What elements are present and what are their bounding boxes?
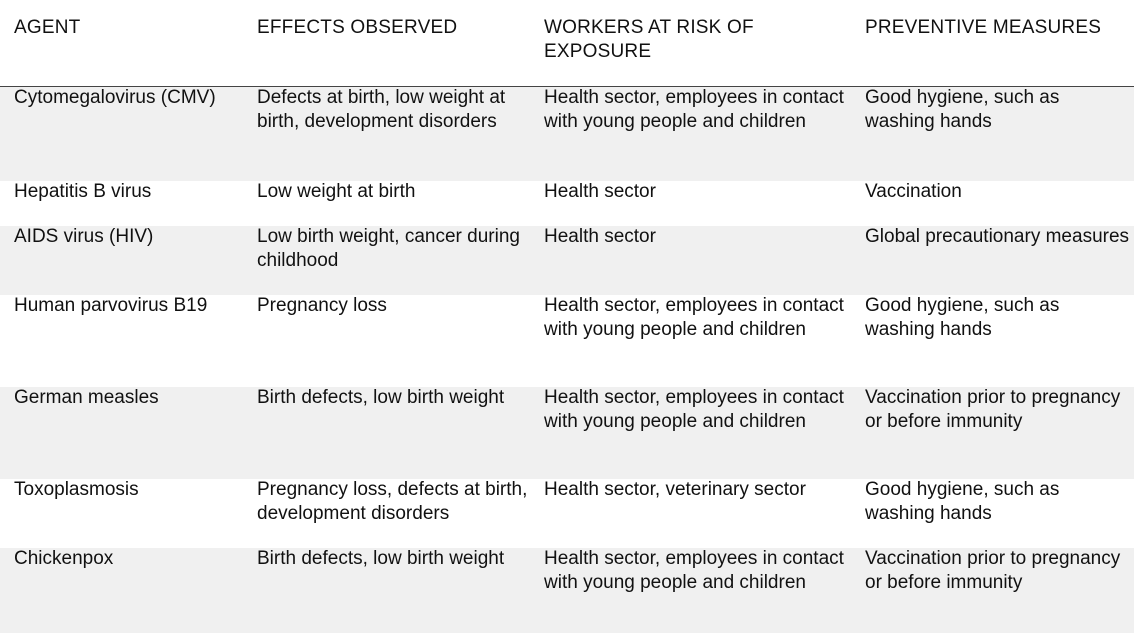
cell-agent: Chickenpox [14, 548, 114, 569]
cell-workers: Health sector, employees in contact with… [544, 87, 844, 132]
cell-workers: Health sector, employees in contact with… [544, 387, 844, 432]
cell-effects: Birth defects, low birth weight [257, 548, 505, 569]
cell-effects: Low weight at birth [257, 181, 416, 202]
cell-effects: Birth defects, low birth weight [257, 387, 505, 408]
table-header: AGENT EFFECTS OBSERVED WORKERS AT RISK O… [0, 0, 1134, 87]
cell-measures: Vaccination [865, 181, 962, 202]
cell-effects: Defects at birth, low weight at birth, d… [257, 87, 506, 132]
cell-workers: Health sector, veterinary sector [544, 479, 806, 500]
header-workers-at-risk: WORKERS AT RISK OF EXPOSURE [544, 17, 754, 62]
cell-effects: Low birth weight, cancer during childhoo… [257, 226, 520, 271]
cell-agent: AIDS virus (HIV) [14, 226, 154, 247]
table-row: Toxoplasmosis Pregnancy loss, defects at… [0, 479, 1134, 548]
table-row: Hepatitis B virus Low weight at birth He… [0, 181, 1134, 226]
header-preventive-measures: PREVENTIVE MEASURES [865, 17, 1102, 38]
cell-effects: Pregnancy loss [257, 295, 387, 316]
header-agent: AGENT [14, 17, 81, 38]
header-effects-observed: EFFECTS OBSERVED [257, 17, 458, 38]
cell-measures: Good hygiene, such as washing hands [865, 87, 1060, 132]
cell-agent: German measles [14, 387, 159, 408]
table-row: Chickenpox Birth defects, low birth weig… [0, 548, 1134, 633]
cell-measures: Good hygiene, such as washing hands [865, 295, 1060, 340]
table-row: German measles Birth defects, low birth … [0, 387, 1134, 479]
cell-agent: Human parvovirus B19 [14, 295, 208, 316]
cell-agent: Hepatitis B virus [14, 181, 152, 202]
table-row: Human parvovirus B19 Pregnancy loss Heal… [0, 295, 1134, 387]
table-row: AIDS virus (HIV) Low birth weight, cance… [0, 226, 1134, 295]
cell-agent: Cytomegalovirus (CMV) [14, 87, 216, 108]
cell-agent: Toxoplasmosis [14, 479, 139, 500]
cell-workers: Health sector, employees in contact with… [544, 548, 844, 593]
cell-workers: Health sector, employees in contact with… [544, 295, 844, 340]
cell-measures: Good hygiene, such as washing hands [865, 479, 1060, 524]
cell-workers: Health sector [544, 181, 656, 202]
cell-measures: Global precautionary measures [865, 226, 1130, 247]
cell-measures: Vaccination prior to pregnancy or before… [865, 387, 1121, 432]
cell-workers: Health sector [544, 226, 656, 247]
cell-effects: Pregnancy loss, defects at birth, develo… [257, 479, 528, 524]
cell-measures: Vaccination prior to pregnancy or before… [865, 548, 1121, 593]
table-row: Cytomegalovirus (CMV) Defects at birth, … [0, 87, 1134, 181]
